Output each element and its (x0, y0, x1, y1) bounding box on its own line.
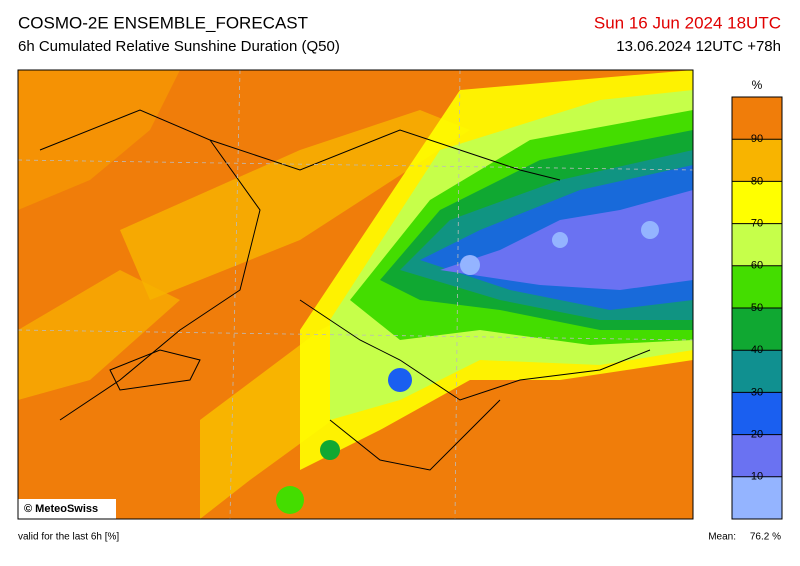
colorbar-bin (732, 139, 782, 182)
colorbar-bin (732, 434, 782, 477)
colorbar-tick-label: 90 (751, 133, 763, 145)
valid-time: Sun 16 Jun 2024 18UTC (594, 13, 781, 32)
footer-note: valid for the last 6h [%] (18, 532, 119, 543)
colorbar-bin (732, 265, 782, 308)
subtitle: 6h Cumulated Relative Sunshine Duration … (18, 38, 340, 55)
map-frame (17, 69, 694, 520)
credit: © MeteoSwiss (24, 503, 98, 515)
colorbar-bin (732, 308, 782, 351)
mean-value: 76.2 % (750, 532, 781, 543)
title: COSMO-2E ENSEMBLE_FORECAST (18, 13, 308, 32)
colorbar-bin (732, 223, 782, 266)
colorbar-tick-label: 30 (751, 386, 763, 398)
colorbar-tick-label: 20 (751, 429, 763, 441)
colorbar-bin (732, 392, 782, 435)
colorbar-tick-label: 50 (751, 302, 763, 314)
colorbar-tick-label: 40 (751, 344, 763, 356)
colorbar-tick-label: 70 (751, 218, 763, 230)
run-time: 13.06.2024 12UTC +78h (616, 38, 781, 55)
mean-label: Mean: (708, 532, 736, 543)
colorbar-bin (732, 476, 782, 519)
colorbar-bin (732, 350, 782, 393)
colorbar: % 10 20 30 40 50 60 70 80 90 (731, 78, 783, 520)
colorbar-unit: % (752, 78, 763, 92)
colorbar-bin (732, 181, 782, 224)
map: © MeteoSwiss (18, 70, 693, 519)
colorbar-tick-label: 60 (751, 260, 763, 272)
colorbar-tick-label: 80 (751, 175, 763, 187)
colorbar-bin (732, 97, 782, 140)
colorbar-tick-label: 10 (751, 471, 763, 483)
